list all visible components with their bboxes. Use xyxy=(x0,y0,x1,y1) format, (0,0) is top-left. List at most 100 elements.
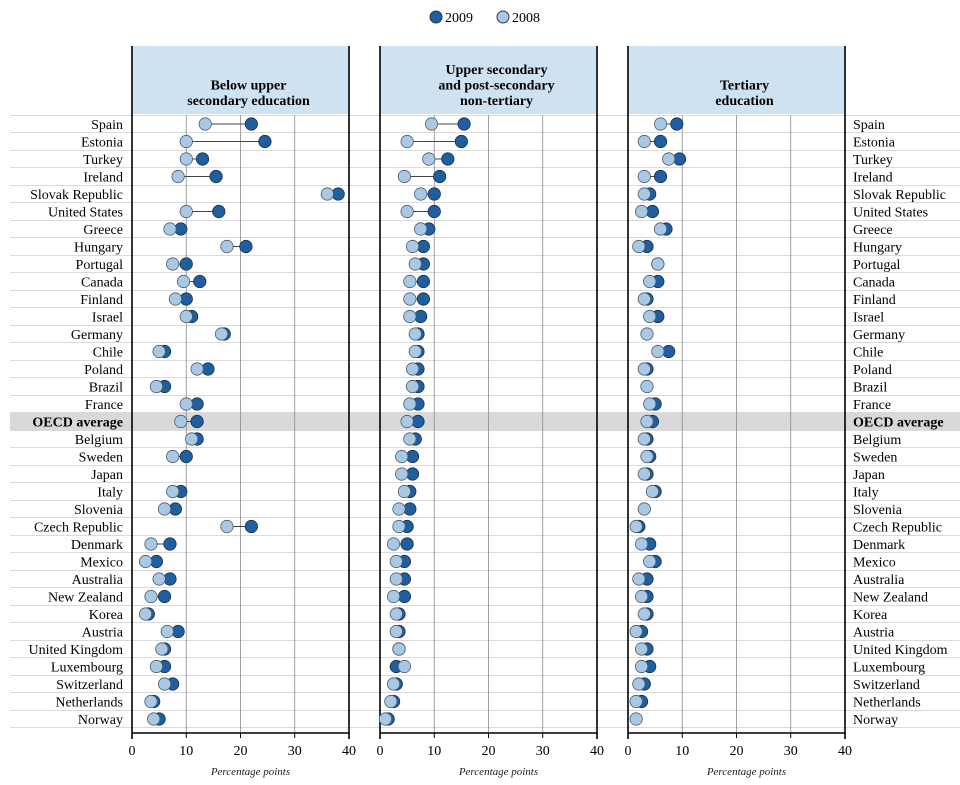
point-2009-ireland xyxy=(653,169,668,184)
point-2008-israel xyxy=(403,309,417,324)
point-2008-norway xyxy=(147,712,161,726)
row-backgrounds xyxy=(10,114,960,729)
point-2008-united-kingdom xyxy=(392,642,406,656)
country-label-right-canada: Canada xyxy=(853,276,896,291)
point-2008-germany xyxy=(408,327,422,341)
country-label-left-mexico: Mexico xyxy=(80,556,123,571)
country-label-left-luxembourg: Luxembourg xyxy=(51,661,123,676)
point-2008-slovenia xyxy=(637,502,651,516)
point-2008-norway xyxy=(378,712,393,726)
x-axis-label: Percentage points xyxy=(458,766,538,778)
x-tick-label: 10 xyxy=(675,744,689,759)
panel-title-line: and post-secondary xyxy=(438,79,554,94)
country-label-left-netherlands: Netherlands xyxy=(55,696,123,711)
point-2008-spain xyxy=(198,117,212,131)
country-label-left-germany: Germany xyxy=(71,328,123,343)
point-2008-estonia xyxy=(637,134,651,149)
point-2008-italy xyxy=(645,484,660,499)
point-2008-oecd-average xyxy=(400,414,414,429)
x-tick-label: 10 xyxy=(179,744,193,759)
panel-header-box xyxy=(628,46,845,114)
x-tick-label: 40 xyxy=(590,744,604,759)
x-tick-label: 20 xyxy=(482,744,496,759)
country-label-left-italy: Italy xyxy=(97,486,123,501)
country-label-right-austria: Austria xyxy=(853,626,895,641)
country-label-left-belgium: Belgium xyxy=(75,433,123,448)
point-2008-oecd-average xyxy=(174,414,188,429)
point-2008-slovenia xyxy=(392,502,406,516)
country-label-right-finland: Finland xyxy=(853,293,896,308)
x-tick-label: 0 xyxy=(129,744,136,759)
point-2008-switzerland xyxy=(157,677,172,691)
country-label-right-slovenia: Slovenia xyxy=(853,503,903,518)
point-2008-greece xyxy=(163,222,177,236)
country-label-left-finland: Finland xyxy=(80,293,123,308)
country-label-right-italy: Italy xyxy=(853,486,879,501)
point-2008-chile xyxy=(152,344,166,359)
point-2008-luxembourg xyxy=(149,659,164,674)
country-labels-right: Spain Estonia Turkey Ireland Slovak Republic… xyxy=(853,118,948,728)
x-tick-label: 0 xyxy=(377,744,384,759)
point-2008-slovak-republic xyxy=(414,187,428,201)
country-label-left-israel: Israel xyxy=(92,311,123,326)
country-label-left-japan: Japan xyxy=(91,468,123,483)
point-2008-estonia xyxy=(179,134,193,149)
point-2008-brazil xyxy=(640,379,654,394)
country-label-left-portugal: Portugal xyxy=(76,258,124,273)
country-label-right-estonia: Estonia xyxy=(853,136,896,151)
point-2008-greece xyxy=(653,222,668,236)
point-2008-united-states xyxy=(634,204,649,219)
country-label-right-ireland: Ireland xyxy=(853,171,893,186)
point-2008-greece xyxy=(414,222,428,236)
point-2009-estonia xyxy=(454,134,468,149)
x-tick-label: 0 xyxy=(625,744,632,759)
country-label-left-norway: Norway xyxy=(78,713,123,728)
point-2008-sweden xyxy=(395,449,409,464)
point-2008-hungary xyxy=(220,239,234,254)
country-label-left-spain: Spain xyxy=(91,118,123,133)
panel-title-line: Below upper xyxy=(211,79,287,94)
point-2009-new-zealand xyxy=(157,589,172,604)
point-2008-italy xyxy=(166,484,180,499)
point-2008-netherlands xyxy=(384,694,398,709)
point-2008-ireland xyxy=(397,169,412,184)
point-2008-netherlands xyxy=(144,694,158,709)
point-2009-sweden xyxy=(179,449,193,464)
point-2008-czech-republic xyxy=(220,519,234,534)
point-2008-poland xyxy=(405,362,420,376)
country-label-left-estonia: Estonia xyxy=(81,136,124,151)
country-label-left-oecd-average: OECD average xyxy=(32,416,123,431)
x-tick-label: 40 xyxy=(342,744,356,759)
point-2008-brazil xyxy=(149,379,164,394)
point-2008-poland xyxy=(190,362,204,376)
point-2008-canada xyxy=(176,274,191,289)
point-2009-ireland xyxy=(433,169,447,184)
point-2008-turkey xyxy=(422,152,436,166)
point-2008-belgium xyxy=(637,432,651,446)
point-2008-spain xyxy=(653,117,668,131)
country-label-right-japan: Japan xyxy=(853,468,885,483)
country-label-right-hungary: Hungary xyxy=(853,241,902,256)
point-2009-denmark xyxy=(163,537,177,551)
point-2008-slovenia xyxy=(157,502,172,516)
point-2008-ireland xyxy=(171,169,185,184)
panel-title-line: Upper secondary xyxy=(445,63,547,78)
point-2008-portugal xyxy=(408,257,422,271)
point-2008-mexico xyxy=(389,554,403,569)
country-label-left-switzerland: Switzerland xyxy=(56,678,123,693)
point-2008-luxembourg xyxy=(397,659,412,674)
legend-label-2009: 2009 xyxy=(445,11,473,26)
point-2008-turkey xyxy=(662,152,676,166)
panel-title-line: education xyxy=(715,94,774,109)
point-2008-germany xyxy=(640,327,654,341)
country-label-right-netherlands: Netherlands xyxy=(853,696,921,711)
country-label-right-oecd-average: OECD average xyxy=(853,416,944,431)
panel-title-line: non-tertiary xyxy=(460,94,533,109)
country-label-right-brazil: Brazil xyxy=(853,381,887,396)
country-label-right-portugal: Portugal xyxy=(853,258,901,273)
country-label-left-hungary: Hungary xyxy=(74,241,123,256)
point-2008-denmark xyxy=(386,537,401,551)
point-2008-slovak-republic xyxy=(637,187,651,201)
